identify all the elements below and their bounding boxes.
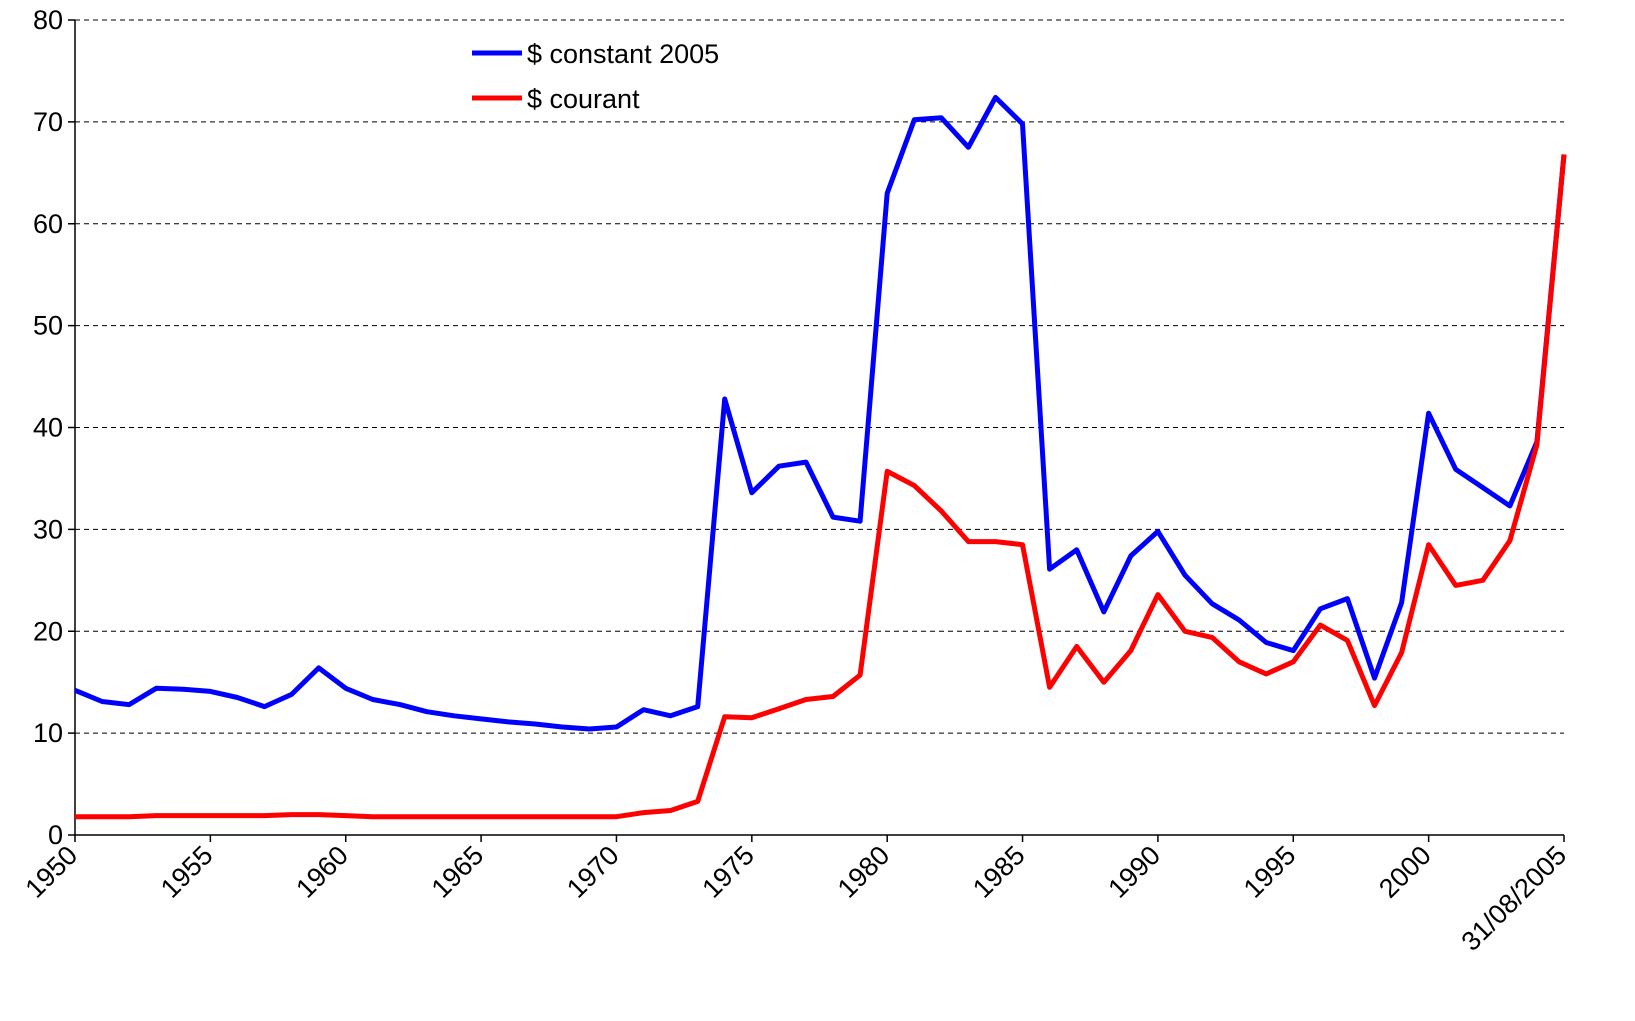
legend-label: $ courant (527, 84, 640, 114)
x-tick-label: 31/08/2005 (1455, 840, 1572, 957)
x-tick-label: 1980 (832, 840, 896, 904)
x-tick-label: 1960 (290, 840, 354, 904)
y-tick-label: 70 (33, 107, 63, 137)
y-tick-label: 20 (33, 616, 63, 646)
y-tick-label: 40 (33, 413, 63, 443)
x-tick-label: 1965 (426, 840, 490, 904)
legend-label: $ constant 2005 (527, 39, 719, 69)
y-tick-label: 80 (33, 5, 63, 35)
x-tick-label: 1975 (696, 840, 760, 904)
x-tick-label: 2000 (1373, 840, 1437, 904)
y-tick-label: 50 (33, 311, 63, 341)
x-tick-label: 1990 (1102, 840, 1166, 904)
series-line (74, 94, 1567, 732)
x-tick-label: 1970 (561, 840, 625, 904)
x-tick-label: 1985 (967, 840, 1031, 904)
x-tick-label: 1995 (1238, 840, 1302, 904)
x-tick-label: 1950 (20, 840, 84, 904)
y-tick-label: 0 (48, 820, 63, 850)
series-line (75, 154, 1567, 820)
y-tick-label: 10 (33, 718, 63, 748)
y-tick-label: 30 (33, 514, 63, 544)
y-tick-label: 60 (33, 209, 63, 239)
x-tick-label: 1955 (155, 840, 219, 904)
